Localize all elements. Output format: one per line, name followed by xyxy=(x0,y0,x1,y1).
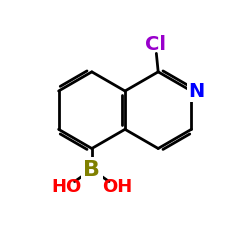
Text: Cl: Cl xyxy=(145,35,166,54)
Text: N: N xyxy=(189,82,205,100)
Text: HO: HO xyxy=(51,178,82,196)
Text: OH: OH xyxy=(102,178,132,196)
Text: B: B xyxy=(83,160,100,180)
